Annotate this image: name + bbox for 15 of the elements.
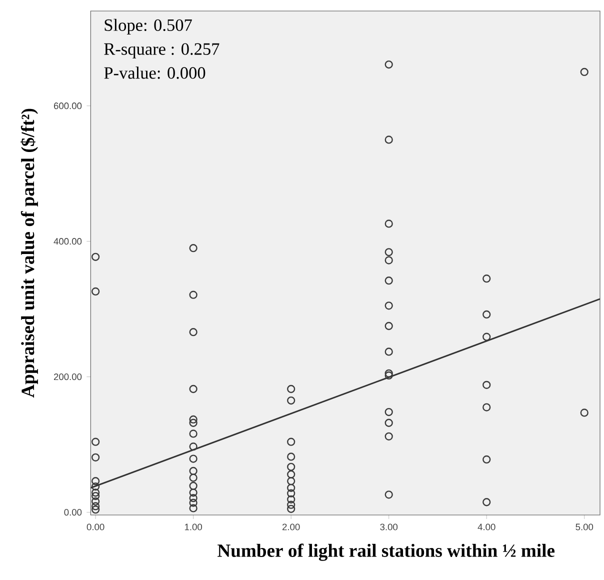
x-tick-label: 0.00 [86, 524, 104, 530]
y-tick-label: 0.00 [64, 509, 82, 516]
x-tick-label: 4.00 [478, 524, 496, 530]
x-tick-label: 1.00 [184, 524, 202, 530]
annotation: P-value: 0.000 [104, 66, 206, 79]
y-tick-label: 200.00 [54, 374, 82, 380]
x-tick-label: 2.00 [282, 524, 300, 530]
annotation: R-square : 0.257 [104, 43, 220, 58]
y-tick-label: 400.00 [54, 238, 82, 245]
annotation: Slope: 0.507 [104, 18, 192, 34]
x-tick-label: 3.00 [380, 524, 398, 530]
x-tick-label: 5.00 [576, 524, 594, 530]
y-axis-title: Appraised unit value of parcel ($/ft²) [20, 108, 38, 398]
x-axis-title: Number of light rail stations within ½ mile [218, 544, 555, 561]
y-tick-label: 600.00 [54, 102, 82, 110]
